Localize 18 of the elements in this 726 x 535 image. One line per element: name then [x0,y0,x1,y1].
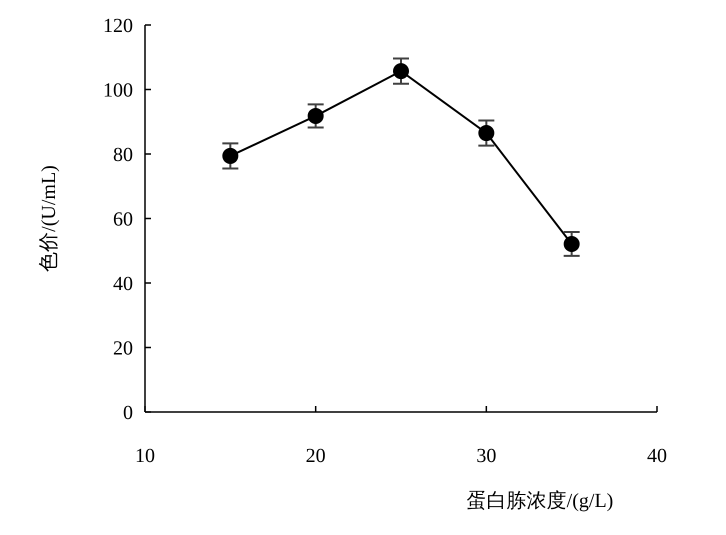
x-tick-label: 20 [306,445,326,467]
y-tick-label: 100 [103,80,133,102]
point [393,63,409,80]
x-axis-title: 蛋白胨浓度/(g/L) [466,490,614,512]
x-tick-label: 10 [135,445,155,467]
x-tick-label: 30 [476,445,496,467]
point [308,108,324,124]
y-tick-label: 20 [113,338,133,360]
point [564,236,580,252]
y-tick-label: 120 [103,15,133,37]
x-tick-label: 40 [647,445,667,467]
y-tick-label: 80 [113,144,133,166]
point [222,148,238,164]
y-tick-label: 0 [123,402,133,424]
y-tick-label: 60 [113,208,133,230]
y-tick-label: 40 [113,273,133,295]
y-axis-title: 色价/(U/mL) [38,165,60,272]
point [478,125,494,142]
